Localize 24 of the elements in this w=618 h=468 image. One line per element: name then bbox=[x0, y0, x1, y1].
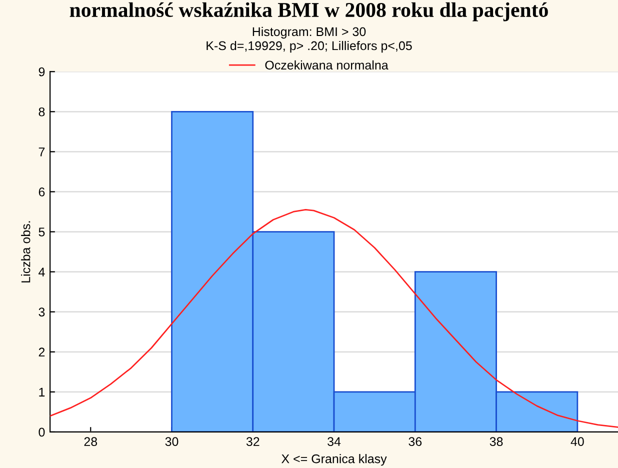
y-tick-label: 7 bbox=[38, 148, 45, 156]
y-tick-label: 2 bbox=[38, 348, 45, 356]
y-tick-label: 5 bbox=[38, 228, 45, 236]
y-tick-label: 6 bbox=[38, 188, 45, 196]
x-axis-title: X <= Granica klasy bbox=[282, 454, 387, 466]
x-tick-label: 28 bbox=[84, 437, 98, 446]
x-tick-label: 36 bbox=[408, 437, 422, 446]
chart-title: Histogram: BMI > 30 bbox=[252, 26, 366, 39]
y-tick-label: 0 bbox=[38, 428, 45, 437]
chart-subtitle: K-S d=,19929, p> .20; Lilliefors p<,05 bbox=[206, 40, 412, 53]
y-tick-label: 3 bbox=[38, 308, 45, 316]
line-series bbox=[50, 209, 618, 428]
y-tick-label: 4 bbox=[38, 268, 45, 276]
y-axis-title: Liczba obs. bbox=[21, 221, 30, 282]
x-tick-label: 34 bbox=[328, 437, 341, 446]
text: normalność wskaźnika BMI w 2008 roku dla pacjentó bbox=[70, 2, 548, 22]
x-tick-label: 32 bbox=[246, 437, 260, 446]
x-tick-label: 38 bbox=[490, 437, 503, 446]
y-tick-label: 9 bbox=[38, 67, 45, 76]
y-tick-label: 1 bbox=[39, 388, 45, 396]
x-tick-label: 40 bbox=[570, 437, 584, 446]
x-tick-label: 30 bbox=[165, 437, 178, 446]
y-tick-label: 8 bbox=[38, 107, 45, 116]
legend-label: Oczekiwana normalna bbox=[265, 60, 388, 70]
